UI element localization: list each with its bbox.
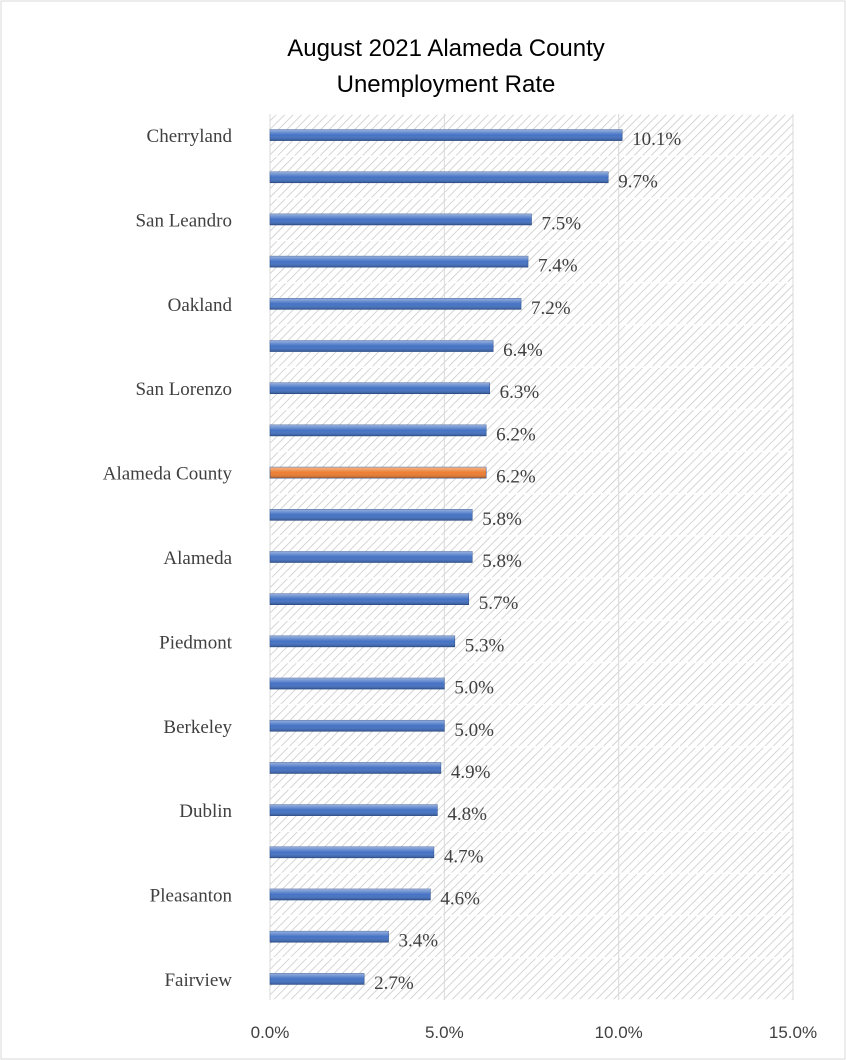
value-label: 4.8% <box>447 804 487 825</box>
value-label: 9.7% <box>618 171 658 192</box>
value-label: 6.2% <box>496 424 536 445</box>
x-tick-label: 10.0% <box>595 1023 643 1042</box>
bar-shine <box>270 382 490 394</box>
bar-shine <box>270 804 438 816</box>
bar-shine <box>270 762 441 774</box>
value-label: 5.8% <box>482 509 522 530</box>
value-label: 5.3% <box>465 635 505 656</box>
bar-shine <box>270 171 609 183</box>
y-tick-label: San Lorenzo <box>135 379 232 400</box>
x-tick-label: 15.0% <box>769 1023 817 1042</box>
x-tick-label: 5.0% <box>425 1023 464 1042</box>
value-label: 5.7% <box>479 593 519 614</box>
bar-shine <box>270 509 473 521</box>
y-tick-label: Dublin <box>179 801 232 822</box>
value-label: 6.2% <box>496 467 536 488</box>
bar-shine <box>270 720 445 732</box>
bar-shine <box>270 889 431 901</box>
y-tick-label: Berkeley <box>163 717 232 738</box>
bar-shine <box>270 424 487 436</box>
bar-shine <box>270 467 487 479</box>
chart-title: Unemployment Rate <box>337 71 556 98</box>
value-label: 7.4% <box>538 256 578 277</box>
y-tick-label: Alameda <box>163 548 232 569</box>
y-tick-label: San Leandro <box>135 210 232 231</box>
bar-shine <box>270 678 445 690</box>
value-label: 7.5% <box>542 213 582 234</box>
value-label: 3.4% <box>399 931 439 952</box>
bar-shine <box>270 129 623 141</box>
y-tick-label: Oakland <box>168 295 233 316</box>
value-label: 4.6% <box>440 889 480 910</box>
bar-shine <box>270 340 494 352</box>
bar-shine <box>270 973 365 985</box>
value-label: 5.8% <box>482 551 522 572</box>
value-label: 4.7% <box>444 846 484 867</box>
bar-shine <box>270 213 532 225</box>
y-tick-label: Pleasanton <box>150 886 233 907</box>
x-tick-label: 0.0% <box>251 1023 290 1042</box>
value-label: 7.2% <box>531 298 571 319</box>
chart-title: August 2021 Alameda County <box>287 35 605 62</box>
y-tick-label: Fairview <box>164 970 232 991</box>
bar-shine <box>270 931 389 943</box>
y-tick-label: Cherryland <box>147 126 233 147</box>
bar-shine <box>270 846 434 858</box>
y-tick-label: Alameda County <box>103 464 233 485</box>
bar-shine <box>270 256 529 268</box>
bar-shine <box>270 635 455 647</box>
value-label: 6.3% <box>500 382 540 403</box>
y-tick-label: Piedmont <box>159 632 233 653</box>
bar-shine <box>270 593 469 605</box>
value-label: 5.0% <box>454 720 494 741</box>
value-label: 2.7% <box>374 973 414 994</box>
value-label: 10.1% <box>632 129 681 150</box>
bar-shine <box>270 551 473 563</box>
bar-shine <box>270 298 522 310</box>
value-label: 5.0% <box>454 678 494 699</box>
value-label: 4.9% <box>451 762 491 783</box>
value-label: 6.4% <box>503 340 543 361</box>
